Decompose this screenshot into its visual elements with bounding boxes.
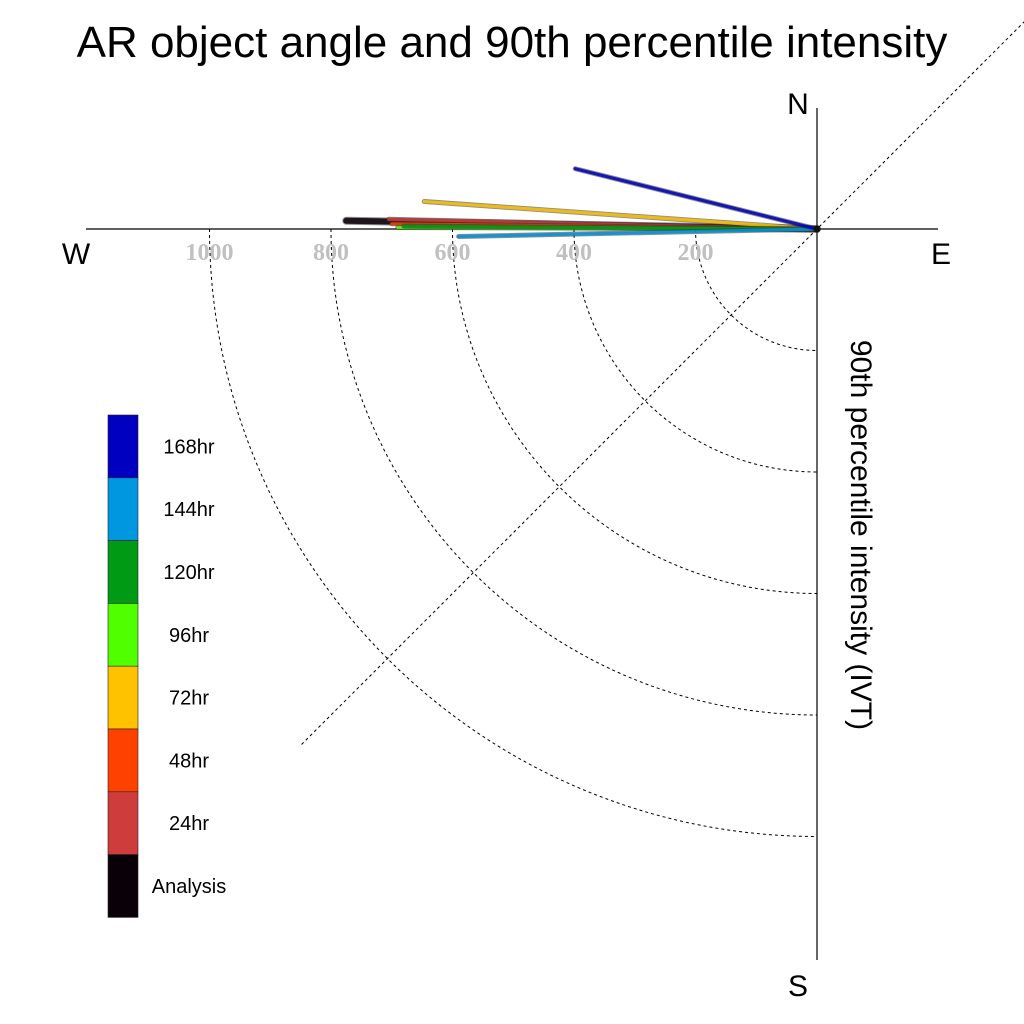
compass-east: E [931,238,951,271]
legend-swatch [107,728,139,793]
origin-marker [813,225,821,233]
radial-tick-label: 1000 [186,240,234,266]
grid-arc [209,228,818,837]
chart-title: AR object angle and 90th percentile inte… [77,18,948,67]
radial-tick-label: 800 [313,240,349,266]
grid-arc [330,228,818,716]
legend-swatch [107,414,139,479]
series-line [457,227,819,239]
grid-arc [695,228,818,351]
radial-axis-label: 90th percentile intensity (IVT) [844,340,877,730]
legend-swatch [107,603,139,667]
compass-north: N [787,88,809,121]
series-line [573,167,819,231]
radial-tick-label: 200 [678,240,714,266]
legend-swatch [107,540,139,604]
grid-arc [573,228,818,473]
legend-swatch [107,791,139,855]
legend-swatch [107,854,139,918]
radial-tick-labels: 1000 800 600 400 200 [186,240,714,266]
legend-swatch [107,477,139,541]
series-lines [342,166,821,240]
radial-tick-label: 400 [556,240,592,266]
grid [209,21,1024,837]
grid-arc [452,228,818,594]
legend-label: 144hr [163,499,214,521]
grid-diagonal [301,21,1024,745]
radial-tick-label: 600 [435,240,471,266]
legend-label: 96hr [169,625,209,647]
series-line [422,199,819,231]
legend-label: 24hr [169,813,209,835]
legend-label: Analysis [152,876,226,898]
legend-label: 120hr [163,562,214,584]
compass-south: S [788,970,808,1003]
legend: 168hr 144hr 120hr 96hr 72hr 48hr 24hr Analysis [107,414,226,918]
legend-label: 48hr [169,750,209,772]
legend-label: 72hr [169,688,209,710]
legend-label: 168hr [163,436,214,458]
compass-west: W [62,238,91,271]
legend-swatch [107,665,139,730]
